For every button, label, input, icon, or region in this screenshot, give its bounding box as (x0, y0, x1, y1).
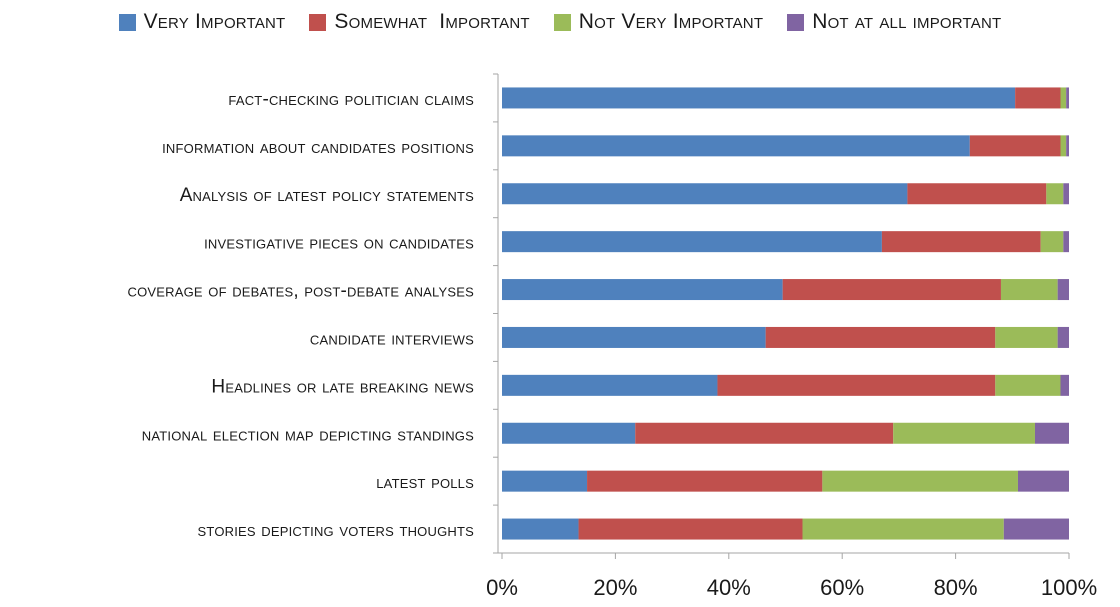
value-tick-label: 40% (707, 575, 751, 600)
bar-segment (1060, 87, 1067, 109)
bar-segment (893, 422, 1035, 444)
bar-segment (1034, 422, 1069, 444)
bar-segment (1015, 87, 1061, 109)
bar-segment (822, 470, 1018, 492)
bar-segment (1060, 135, 1067, 157)
bar-segment (1017, 470, 1069, 492)
bar-segment (782, 279, 1001, 301)
bar-segment (1003, 518, 1069, 540)
category-label: national election map depicting standing… (142, 424, 474, 445)
legend-swatch (309, 13, 327, 31)
bar-segment (502, 279, 783, 301)
bar-segment (1046, 183, 1064, 205)
legend-swatch (118, 13, 136, 31)
value-tick-label: 80% (934, 575, 978, 600)
bar-segment (1057, 326, 1069, 348)
bar-segment (578, 518, 803, 540)
legend-label: Very Important (143, 10, 286, 33)
bar-segment (502, 374, 718, 396)
bar-segment (502, 135, 970, 157)
category-label: latest polls (376, 472, 474, 493)
legend-label: Not at all important (812, 10, 1002, 33)
bar-segment (1066, 135, 1069, 157)
bar-segment (1000, 279, 1058, 301)
bar-segment (502, 183, 908, 205)
legend-item-very-important: Very Important (118, 10, 286, 34)
bar-segment (995, 326, 1058, 348)
bar-segment (969, 135, 1061, 157)
legend: Very Important Somewhat Important Not Ve… (0, 10, 1120, 34)
category-label: stories depicting voters thoughts (198, 520, 475, 541)
legend-swatch (787, 13, 805, 31)
bar-segment (587, 470, 823, 492)
category-label: fact-checking politician claims (228, 89, 474, 110)
bar-segment (1057, 279, 1069, 301)
bar-segment (502, 470, 588, 492)
bar-segment (765, 326, 996, 348)
legend-label: Not Very Important (578, 10, 764, 33)
value-tick-label: 100% (1041, 575, 1097, 600)
bar-segment (635, 422, 894, 444)
value-tick-label: 0% (486, 575, 518, 600)
bar-segment (881, 231, 1041, 253)
category-label: investigative pieces on candidates (204, 233, 474, 254)
legend-swatch (553, 13, 571, 31)
bar-segment (907, 183, 1047, 205)
category-label: Analysis of latest policy statements (180, 185, 474, 206)
value-tick-label: 20% (593, 575, 637, 600)
bar-segment (717, 374, 996, 396)
bar-segment (502, 518, 579, 540)
bar-segment (502, 422, 636, 444)
legend-item-not-at-all-important: Not at all important (787, 10, 1001, 34)
bar-segment (502, 326, 766, 348)
bar-segment (1060, 374, 1069, 396)
category-label: candidate interviews (310, 328, 474, 349)
bar-segment (1040, 231, 1064, 253)
legend-label: Somewhat Important (334, 10, 530, 33)
value-tick-label: 60% (820, 575, 864, 600)
bar-segment (502, 231, 882, 253)
category-label: information about candidates positions (162, 137, 474, 158)
category-label: coverage of debates, post-debate analyse… (128, 281, 475, 302)
bar-segment (1063, 183, 1069, 205)
bar-segment (1063, 231, 1069, 253)
bar-segment (995, 374, 1061, 396)
bar-segment (802, 518, 1004, 540)
bar-segment (1066, 87, 1069, 109)
bar-segment (502, 87, 1016, 109)
legend-item-not-very-important: Not Very Important (553, 10, 764, 34)
legend-item-somewhat-important: Somewhat Important (309, 10, 530, 34)
category-label: Headlines or late breaking news (211, 376, 474, 397)
